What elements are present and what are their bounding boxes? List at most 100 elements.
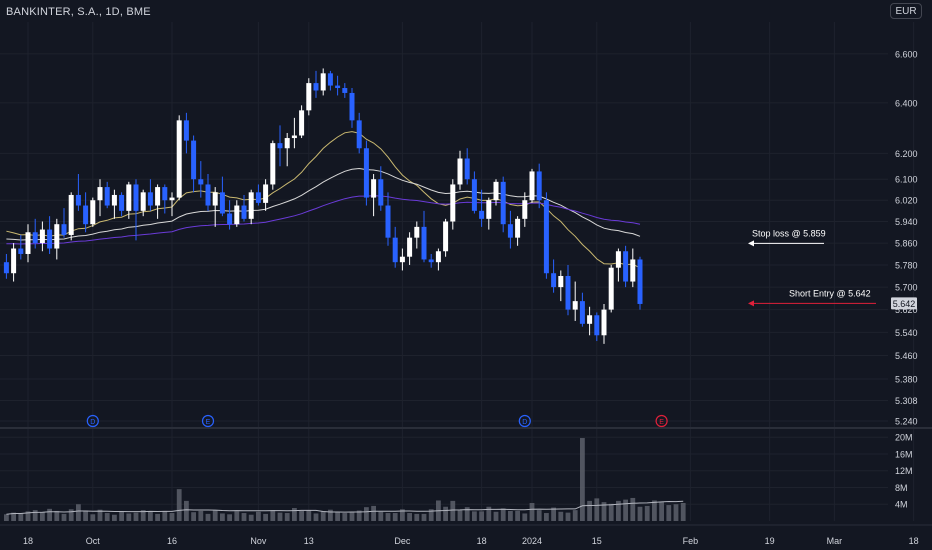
time-tick-label: Dec [394, 536, 411, 546]
annotation-arrow-head [748, 300, 754, 307]
volume-bar [76, 504, 81, 521]
volume-bar [11, 512, 16, 521]
candle-body [407, 237, 413, 257]
volume-tick-label: 12M [895, 466, 913, 476]
time-tick-label: 15 [592, 536, 602, 546]
volume-bar [335, 512, 340, 521]
candle-body [219, 192, 225, 214]
price-tick-label: 6.600 [895, 49, 918, 59]
volume-bar [608, 503, 614, 521]
annotation-label: Stop loss @ 5.859 [752, 228, 826, 238]
volume-bar [104, 513, 110, 521]
symbol-title: BANKINTER, S.A., 1D, BME [6, 6, 151, 18]
candle-body [342, 88, 348, 93]
time-tick-label: Mar [827, 536, 843, 546]
candle-body [507, 224, 513, 238]
volume-bar [414, 513, 420, 521]
volume-bar [536, 510, 542, 521]
candle-body [615, 251, 621, 268]
volume-bar [68, 509, 74, 521]
candle-body [61, 224, 67, 235]
time-tick-label: 18 [477, 536, 487, 546]
candle-body [486, 200, 492, 219]
candle-body [378, 179, 384, 206]
volume-bar [112, 514, 117, 521]
candle-body [90, 200, 96, 225]
candle-body [392, 237, 398, 263]
candle-body [587, 315, 593, 324]
volume-tick-label: 20M [895, 433, 913, 443]
candle-body [435, 251, 441, 263]
volume-bar [83, 510, 88, 521]
volume-bar [220, 513, 225, 521]
volume-bar [47, 508, 52, 521]
candle-body [119, 194, 125, 211]
volume-bar [205, 513, 211, 521]
candle-body [32, 232, 38, 244]
candle-body [54, 224, 60, 249]
event-marker-e [201, 414, 215, 428]
volume-bar [18, 513, 24, 521]
candle-body [234, 205, 240, 225]
candle-body [500, 181, 506, 225]
volume-bar [212, 510, 218, 521]
price-axis[interactable]: 6.600 6.400 6.200 6.100 6.020 5.940 5.860 5.780… [895, 49, 918, 426]
volume-bar [529, 502, 535, 521]
volume-bar [313, 513, 319, 521]
volume-bar [306, 510, 312, 521]
candle-body [414, 226, 420, 238]
last-price-tag: 5.642 [891, 297, 917, 310]
candle-body [162, 187, 168, 201]
candle-body [443, 221, 449, 252]
volume-ma-line [6, 500, 684, 515]
candle-body [126, 184, 132, 211]
volume-bar [587, 500, 592, 521]
candle-body [385, 205, 391, 238]
price-tick-label: 5.308 [895, 396, 918, 406]
volume-bar [284, 513, 290, 521]
candle-body [75, 194, 81, 206]
candle-body [471, 179, 477, 211]
volume-bar [184, 500, 189, 521]
volume-bar [140, 510, 146, 521]
volume-bar [241, 513, 247, 521]
volume-bar [601, 502, 607, 521]
candle-body [25, 232, 31, 254]
price-tick-label: 5.380 [895, 375, 918, 385]
candle-body [479, 210, 485, 219]
candle-body [291, 135, 297, 139]
volume-bar [356, 510, 362, 521]
volume-bar [630, 497, 636, 521]
candle-body [371, 179, 377, 198]
volume-bar [234, 511, 240, 521]
event-marker-label: D [90, 419, 95, 426]
volume-bar [565, 512, 571, 521]
candle-body [241, 205, 247, 219]
event-marker-e [655, 414, 668, 428]
time-tick-label: Nov [250, 536, 267, 546]
candle-body [205, 184, 211, 206]
candle-body [104, 187, 110, 206]
event-marker-d [518, 414, 531, 428]
time-tick-label: 13 [304, 536, 314, 546]
candle-body [198, 179, 204, 185]
currency-button[interactable]: EUR [890, 3, 922, 19]
ma-yellow-line [6, 131, 641, 269]
volume-bar [155, 513, 160, 521]
price-tick-label: 6.100 [895, 175, 918, 185]
volume-bar [25, 511, 31, 521]
candle-body [169, 197, 175, 201]
volume-moving-average [6, 500, 684, 515]
candle-body [558, 275, 564, 288]
candle-body [493, 181, 499, 201]
time-axis[interactable]: 18 Oct 16 Nov 13 Dec 18 2024 15 Feb 19 Mar 18 [23, 536, 919, 546]
candle-body [515, 218, 521, 238]
annotation-label: Short Entry @ 5.642 [789, 288, 871, 298]
volume-bar [644, 505, 650, 521]
candle-body [450, 184, 456, 222]
volume-bar [126, 513, 132, 521]
event-marker-d [86, 414, 99, 428]
volume-bar [320, 511, 326, 521]
volume-bar [493, 511, 499, 521]
